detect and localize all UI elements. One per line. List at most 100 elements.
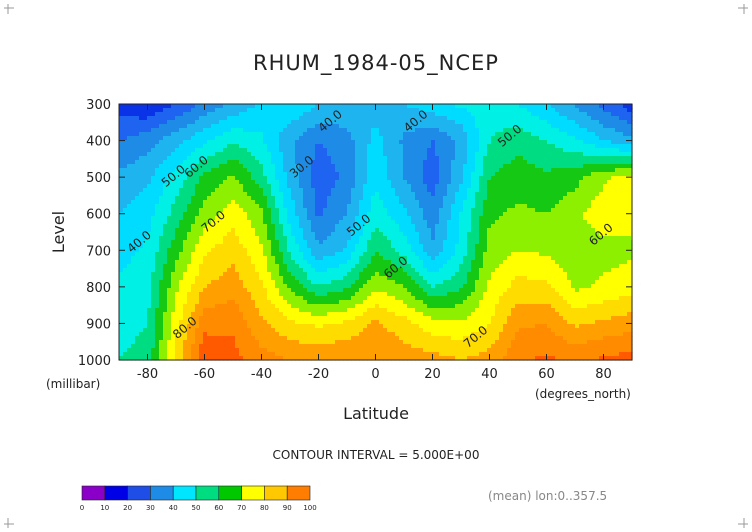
contour-cell	[139, 336, 144, 341]
contour-cell	[407, 124, 412, 129]
contour-cell	[323, 120, 328, 125]
contour-cell	[355, 356, 360, 361]
contour-cell	[411, 316, 416, 321]
contour-cell	[199, 164, 204, 169]
contour-cell	[187, 344, 192, 349]
contour-cell	[159, 304, 164, 309]
contour-cell	[139, 236, 144, 241]
contour-cell	[223, 316, 228, 321]
contour-cell	[419, 316, 424, 321]
contour-cell	[127, 204, 132, 209]
contour-cell	[407, 164, 412, 169]
contour-cell	[267, 292, 272, 297]
contour-cell	[211, 304, 216, 309]
contour-cell	[339, 104, 344, 109]
contour-cell	[387, 276, 392, 281]
contour-cell	[163, 352, 168, 357]
contour-cell	[403, 228, 408, 233]
contour-cell	[139, 352, 144, 357]
contour-cell	[167, 336, 172, 341]
contour-cell	[143, 104, 148, 109]
contour-cell	[255, 144, 260, 149]
contour-cell	[147, 260, 152, 265]
contour-cell	[167, 332, 172, 337]
contour-cell	[399, 216, 404, 221]
contour-cell	[247, 300, 252, 305]
contour-cell	[351, 136, 356, 141]
contour-cell	[291, 196, 296, 201]
contour-cell	[143, 232, 148, 237]
contour-cell	[139, 260, 144, 265]
contour-cell	[251, 256, 256, 261]
contour-cell	[379, 220, 384, 225]
contour-cell	[263, 296, 268, 301]
contour-cell	[415, 308, 420, 313]
contour-cell	[135, 200, 140, 205]
contour-cell	[347, 240, 352, 245]
contour-cell	[211, 288, 216, 293]
contour-cell	[315, 152, 320, 157]
contour-cell	[139, 248, 144, 253]
contour-cell	[391, 312, 396, 317]
contour-cell	[271, 336, 276, 341]
contour-cell	[151, 152, 156, 157]
contour-cell	[415, 240, 420, 245]
contour-cell	[427, 240, 432, 245]
contour-cell	[291, 172, 296, 177]
contour-cell	[231, 216, 236, 221]
contour-cell	[391, 160, 396, 165]
contour-cell	[195, 340, 200, 345]
contour-cell	[151, 236, 156, 241]
contour-cell	[335, 288, 340, 293]
contour-cell	[339, 108, 344, 113]
contour-cell	[187, 316, 192, 321]
contour-cell	[171, 304, 176, 309]
contour-cell	[335, 112, 340, 117]
contour-cell	[155, 156, 160, 161]
contour-cell	[343, 308, 348, 313]
contour-cell	[191, 332, 196, 337]
contour-cell	[311, 280, 316, 285]
contour-cell	[395, 348, 400, 353]
contour-cell	[275, 268, 280, 273]
contour-cell	[263, 184, 268, 189]
contour-cell	[303, 320, 308, 325]
contour-cell	[163, 224, 168, 229]
contour-cell	[415, 348, 420, 353]
contour-cell	[395, 120, 400, 125]
contour-cell	[371, 244, 376, 249]
contour-cell	[167, 204, 172, 209]
contour-cell	[427, 136, 432, 141]
contour-cell	[339, 128, 344, 133]
contour-cell	[423, 352, 428, 357]
contour-cell	[143, 348, 148, 353]
contour-cell	[315, 112, 320, 117]
contour-cell	[143, 196, 148, 201]
contour-cell	[255, 344, 260, 349]
contour-cell	[119, 180, 124, 185]
contour-cell	[263, 224, 268, 229]
contour-cell	[171, 356, 176, 361]
contour-cell	[143, 136, 148, 141]
contour-cell	[139, 160, 144, 165]
contour-cell	[335, 240, 340, 245]
contour-cell	[395, 136, 400, 141]
contour-cell	[351, 144, 356, 149]
contour-cell	[295, 204, 300, 209]
contour-cell	[199, 176, 204, 181]
contour-cell	[359, 160, 364, 165]
contour-cell	[191, 264, 196, 269]
contour-cell	[151, 160, 156, 165]
contour-cell	[363, 112, 368, 117]
contour-cell	[139, 240, 144, 245]
contour-cell	[271, 272, 276, 277]
contour-cell	[223, 144, 228, 149]
contour-cell	[147, 152, 152, 157]
contour-cell	[279, 168, 284, 173]
contour-cell	[135, 352, 140, 357]
contour-cell	[407, 228, 412, 233]
contour-cell	[127, 260, 132, 265]
contour-cell	[327, 348, 332, 353]
contour-cell	[127, 124, 132, 129]
contour-cell	[215, 108, 220, 113]
